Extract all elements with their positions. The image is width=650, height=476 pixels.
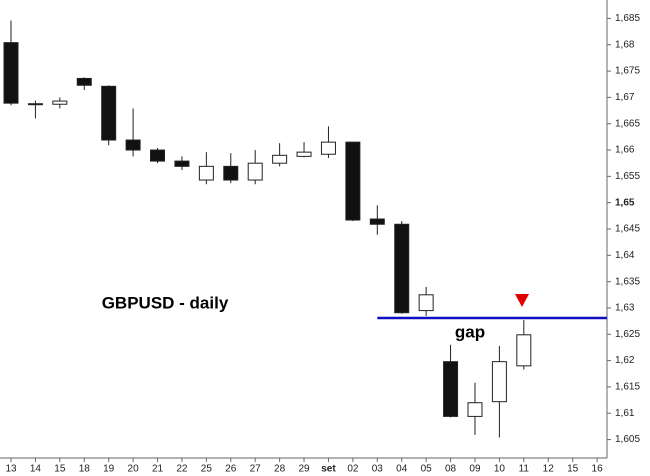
x-tick-label: 22 <box>176 464 188 475</box>
candle-body <box>345 141 361 221</box>
y-tick-label: 1,635 <box>615 276 640 287</box>
candle-body <box>418 294 434 312</box>
annotation: gap <box>455 322 485 341</box>
x-tick-label: 19 <box>103 464 115 475</box>
x-tick-label: 21 <box>152 464 164 475</box>
y-tick-label: 1,615 <box>615 382 640 393</box>
x-tick-label: 09 <box>469 464 481 475</box>
x-tick-label: 29 <box>298 464 310 475</box>
x-tick-label: 16 <box>592 464 604 475</box>
x-tick-label: 08 <box>445 464 457 475</box>
y-tick-label: 1,685 <box>615 13 640 24</box>
candle-body <box>150 149 166 162</box>
y-tick-label: 1,625 <box>615 329 640 340</box>
x-tick-label: 25 <box>201 464 213 475</box>
candle-body <box>369 218 385 225</box>
x-tick-label: 05 <box>421 464 433 475</box>
candle-body <box>247 162 263 181</box>
y-tick-label: 1,64 <box>615 250 635 261</box>
x-tick-label: 11 <box>519 464 530 475</box>
x-tick-label: set <box>321 464 336 475</box>
candle-body <box>443 361 459 417</box>
x-tick-label: 15 <box>567 464 579 475</box>
candle-body <box>296 151 312 157</box>
y-tick-label: 1,655 <box>615 171 640 182</box>
candle-body <box>125 139 141 151</box>
candle-body <box>320 141 336 155</box>
y-tick-label: 1,675 <box>615 66 640 77</box>
y-tick-label: 1,645 <box>615 224 640 235</box>
y-tick-label: 1,67 <box>615 92 635 103</box>
y-tick-label: 1,665 <box>615 118 640 129</box>
annotation: GBPUSD - daily <box>102 293 229 312</box>
x-tick-label: 14 <box>30 464 42 475</box>
y-tick-label: 1,605 <box>615 434 640 445</box>
x-tick-label: 27 <box>250 464 262 475</box>
candle-body <box>272 154 288 164</box>
candle-body <box>467 402 483 417</box>
candle-body <box>491 361 507 403</box>
x-tick-label: 20 <box>128 464 140 475</box>
candle-body <box>52 100 68 105</box>
x-tick-label: 10 <box>494 464 506 475</box>
x-tick-label: 26 <box>225 464 237 475</box>
candle-body <box>198 165 214 181</box>
candle-body <box>174 160 190 167</box>
x-tick-label: 03 <box>372 464 384 475</box>
arrow <box>515 294 529 307</box>
x-tick-label: 15 <box>54 464 66 475</box>
candle-body <box>394 223 410 314</box>
y-tick-label: 1,62 <box>615 355 635 366</box>
x-tick-label: 04 <box>396 464 408 475</box>
y-tick-label: 1,65 <box>615 197 635 208</box>
candle-body <box>101 85 117 141</box>
y-tick-label: 1,63 <box>615 303 635 314</box>
candle-body <box>516 334 532 367</box>
candle-body <box>76 77 92 86</box>
candle-body <box>3 42 19 104</box>
candle-body <box>223 165 239 181</box>
x-tick-label: 28 <box>274 464 286 475</box>
y-tick-label: 1,66 <box>615 145 635 156</box>
y-tick-label: 1,68 <box>615 39 635 50</box>
x-tick-label: 18 <box>79 464 91 475</box>
x-tick-label: 13 <box>5 464 17 475</box>
candle-body <box>27 103 43 106</box>
x-tick-label: 12 <box>543 464 555 475</box>
x-tick-label: 02 <box>347 464 359 475</box>
y-tick-label: 1,61 <box>615 408 635 419</box>
